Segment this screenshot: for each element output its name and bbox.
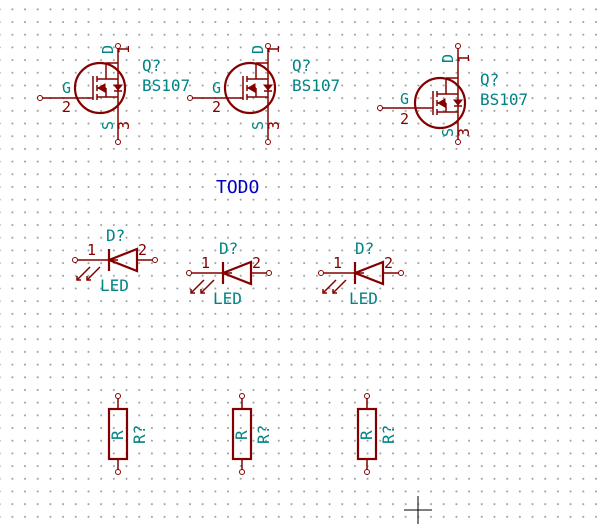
source-pin-name: S <box>439 128 457 137</box>
led-pin-2-number: 2 <box>138 241 147 259</box>
resistor-reference[interactable]: R? <box>254 425 273 444</box>
source-pin-number: 3 <box>455 128 473 137</box>
source-pin-name: S <box>249 121 267 130</box>
resistor-value[interactable]: R <box>108 430 127 440</box>
led-pin-1-number: 1 <box>201 254 210 272</box>
led-triangle <box>105 247 139 273</box>
mosfet-value[interactable]: BS107 <box>142 76 190 95</box>
resistor-body <box>356 407 378 461</box>
resistor-symbol[interactable]: R R? <box>356 393 398 475</box>
gate-pin-number: 2 <box>62 98 71 116</box>
led-pin-1-number: 1 <box>333 254 342 272</box>
drain-pin-name: D <box>249 45 267 54</box>
mosfet-reference[interactable]: Q? <box>480 70 499 89</box>
led-value[interactable]: LED <box>349 289 378 308</box>
crosshair-cursor-icon <box>404 496 432 524</box>
mosfet-symbol[interactable]: G 2 D 1 S 3 Q? BS107 <box>377 43 529 145</box>
led-value[interactable]: LED <box>100 276 129 295</box>
source-pin-number: 3 <box>265 121 283 130</box>
led-symbol[interactable]: 1 2 D? LED <box>318 239 404 308</box>
led-reference[interactable]: D? <box>355 239 374 258</box>
led-triangle <box>351 260 385 286</box>
led-reference[interactable]: D? <box>219 239 238 258</box>
mosfet-reference[interactable]: Q? <box>292 56 311 75</box>
mosfet-body-circle <box>223 61 277 115</box>
mosfet-reference[interactable]: Q? <box>142 56 161 75</box>
drain-pin-number: 1 <box>115 45 133 54</box>
resistor-value[interactable]: R <box>357 430 376 440</box>
mosfet-body-circle <box>413 76 467 130</box>
led-pin-1-number: 1 <box>87 241 96 259</box>
resistor-value[interactable]: R <box>232 430 251 440</box>
drain-pin-name: D <box>99 45 117 54</box>
gate-pin-number: 2 <box>212 98 221 116</box>
resistor-reference[interactable]: R? <box>379 425 398 444</box>
resistor-symbol[interactable]: R R? <box>231 393 273 475</box>
source-pin-number: 3 <box>115 121 133 130</box>
led-triangle <box>219 260 253 286</box>
gate-pin-name: G <box>62 79 71 97</box>
gate-pin-name: G <box>212 79 221 97</box>
led-pin-2-number: 2 <box>252 254 261 272</box>
led-pin-2-number: 2 <box>384 254 393 272</box>
resistor-body <box>107 407 129 461</box>
mosfet-value[interactable]: BS107 <box>292 76 340 95</box>
drain-pin-number: 1 <box>455 54 473 63</box>
resistor-symbol[interactable]: R R? <box>107 393 149 475</box>
note-text[interactable]: TODO <box>216 177 259 198</box>
mosfet-body-circle <box>73 61 127 115</box>
resistor-body <box>231 407 253 461</box>
led-symbol[interactable]: 1 2 D? LED <box>186 239 272 308</box>
led-value[interactable]: LED <box>213 289 242 308</box>
resistor-reference[interactable]: R? <box>130 425 149 444</box>
drain-pin-number: 1 <box>265 45 283 54</box>
source-pin-name: S <box>99 121 117 130</box>
mosfet-value[interactable]: BS107 <box>480 90 528 109</box>
led-reference[interactable]: D? <box>106 226 125 245</box>
drain-pin-name: D <box>439 54 457 63</box>
gate-pin-number: 2 <box>400 110 409 128</box>
mosfet-symbol[interactable]: G 2 D 1 S 3 Q? BS107 <box>187 43 341 145</box>
gate-pin-name: G <box>400 90 409 108</box>
mosfet-symbol[interactable]: G 2 D 1 S 3 Q? BS107 <box>37 43 191 145</box>
led-symbol[interactable]: 1 2 D? LED <box>72 226 158 295</box>
